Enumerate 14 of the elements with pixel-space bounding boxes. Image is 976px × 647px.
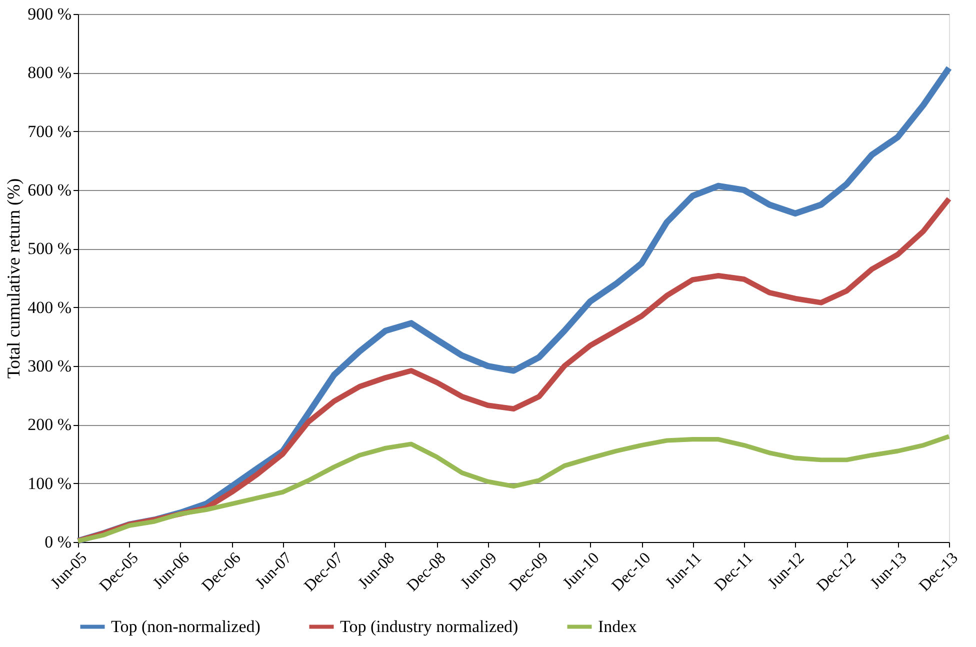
y-tick-label: 300 % (28, 356, 72, 376)
legend-label: Top (non-normalized) (111, 616, 260, 636)
y-tick-label: 700 % (28, 122, 72, 141)
y-tick-label: 200 % (28, 415, 72, 434)
y-tick-label: 100 % (28, 474, 72, 493)
y-tick-label: 400 % (28, 298, 72, 317)
legend-label: Index (598, 616, 638, 636)
y-tick-label: 800 % (28, 63, 72, 82)
y-tick-label: 900 % (28, 4, 72, 24)
y-tick-label: 0 % (44, 532, 72, 552)
y-tick-label: 600 % (28, 180, 72, 200)
y-axis-title: Total cumulative return (%) (4, 178, 24, 379)
y-tick-label: 500 % (28, 239, 72, 258)
legend-label: Top (industry normalized) (340, 616, 518, 636)
